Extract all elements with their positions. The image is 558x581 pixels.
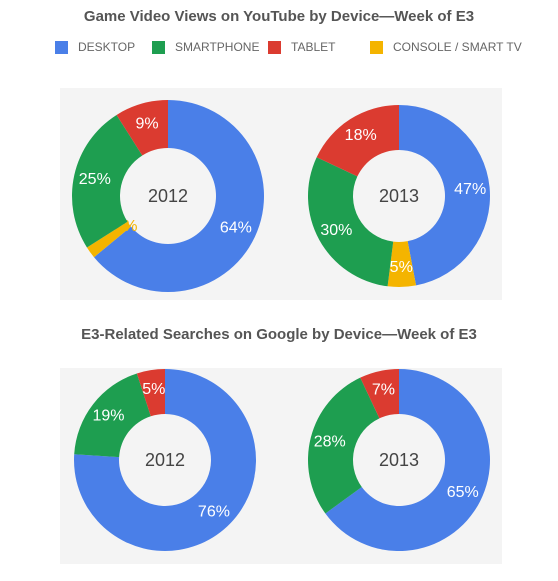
legend-item-desktop: DESKTOP: [55, 38, 135, 56]
legend-swatch-console: [370, 40, 383, 54]
donut-1-2012: 76% 19% 5% 2012: [74, 369, 256, 551]
legend-label-tablet: TABLET: [291, 40, 336, 54]
donut-year-label: 2013: [379, 450, 419, 470]
donut-year-label: 2012: [145, 450, 185, 470]
slice-desktop: [74, 369, 256, 551]
slice-smartphone: [72, 114, 143, 248]
slice-desktop: [325, 369, 490, 551]
legend: DESKTOP SMARTPHONE TABLET CONSOLE / SMAR…: [0, 38, 558, 58]
slice-tablet: [136, 369, 165, 417]
donut-0-2013: 47% 5% 30% 18% 2013: [307, 105, 491, 288]
legend-item-console: CONSOLE / SMART TV: [370, 38, 522, 56]
slice-label-tablet: 7%: [372, 382, 395, 399]
slice-label-tablet: 18%: [345, 127, 377, 144]
slice-desktop: [94, 100, 264, 293]
legend-swatch-tablet: [268, 40, 281, 54]
slice-label-console-smart-tv: 5%: [390, 259, 413, 276]
slice-label-desktop: 76%: [198, 504, 230, 521]
slice-label-smartphone: 19%: [92, 408, 124, 425]
legend-swatch-desktop: [55, 40, 68, 54]
slice-label-smartphone: 30%: [320, 222, 352, 239]
slice-tablet: [316, 105, 399, 177]
slice-label-tablet: 9%: [136, 115, 159, 132]
chart-title-google: E3-Related Searches on Google by Device—…: [81, 326, 477, 343]
slice-tablet: [360, 369, 399, 419]
donut-year-label: 2013: [379, 186, 419, 206]
slice-console-smart-tv: [86, 221, 132, 258]
slice-label-desktop: 47%: [454, 181, 486, 198]
legend-label-console: CONSOLE / SMART TV: [393, 40, 522, 54]
slice-smartphone: [307, 157, 394, 287]
slice-label-desktop: 64%: [220, 219, 252, 236]
slice-label-desktop: 65%: [447, 484, 479, 501]
slice-console-smart-tv: [387, 241, 417, 288]
slice-desktop: [399, 105, 491, 286]
slice-label-tablet: 5%: [142, 381, 165, 398]
slice-smartphone: [307, 377, 380, 514]
donut-year-label: 2012: [148, 186, 188, 206]
legend-label-smartphone: SMARTPHONE: [175, 40, 260, 54]
legend-item-tablet: TABLET: [268, 38, 335, 56]
legend-swatch-smartphone: [152, 40, 165, 54]
donut-1-2013: 65% 28% 7% 2013: [307, 369, 490, 551]
legend-item-smartphone: SMARTPHONE: [152, 38, 259, 56]
chart-title-youtube: Game Video Views on YouTube by Device—We…: [83, 8, 475, 25]
donut-0-2012: 64%2%25%9%2012: [72, 100, 264, 293]
slice-label-smartphone: 28%: [314, 434, 346, 451]
slice-label-smartphone: 25%: [79, 171, 111, 188]
slice-tablet: [116, 100, 168, 156]
legend-label-desktop: DESKTOP: [78, 40, 136, 54]
slice-smartphone: [74, 373, 151, 458]
